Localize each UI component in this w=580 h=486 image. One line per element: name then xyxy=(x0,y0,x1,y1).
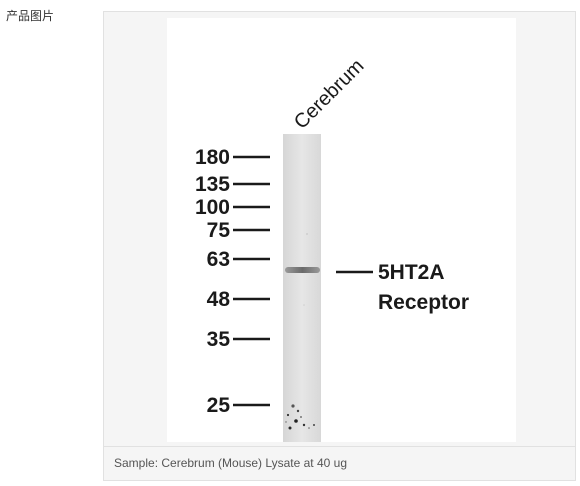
marker-label-135: 135 xyxy=(195,173,230,196)
blot-specks xyxy=(285,233,315,430)
western-blot-figure: Cerebrum 180 135 100 75 63 48 35 25 xyxy=(195,55,469,442)
lane-label: Cerebrum xyxy=(290,55,368,133)
product-image-card: Cerebrum 180 135 100 75 63 48 35 25 xyxy=(103,11,576,481)
image-caption: Sample: Cerebrum (Mouse) Lysate at 40 ug xyxy=(104,446,575,480)
band-label-line1: 5HT2A xyxy=(378,261,445,284)
marker-label-63: 63 xyxy=(207,248,230,271)
band-label-line2: Receptor xyxy=(378,291,469,314)
marker-label-48: 48 xyxy=(207,288,231,311)
marker-label-75: 75 xyxy=(207,219,231,242)
marker-label-25: 25 xyxy=(207,394,231,417)
mw-markers: 180 135 100 75 63 48 35 25 xyxy=(195,146,270,417)
blot-lane xyxy=(283,134,321,442)
western-blot-image[interactable]: Cerebrum 180 135 100 75 63 48 35 25 xyxy=(167,18,516,442)
section-label: 产品图片 xyxy=(6,9,55,23)
marker-label-35: 35 xyxy=(207,328,231,351)
blot-band xyxy=(285,267,320,273)
marker-label-180: 180 xyxy=(195,146,230,169)
marker-label-100: 100 xyxy=(195,196,230,219)
